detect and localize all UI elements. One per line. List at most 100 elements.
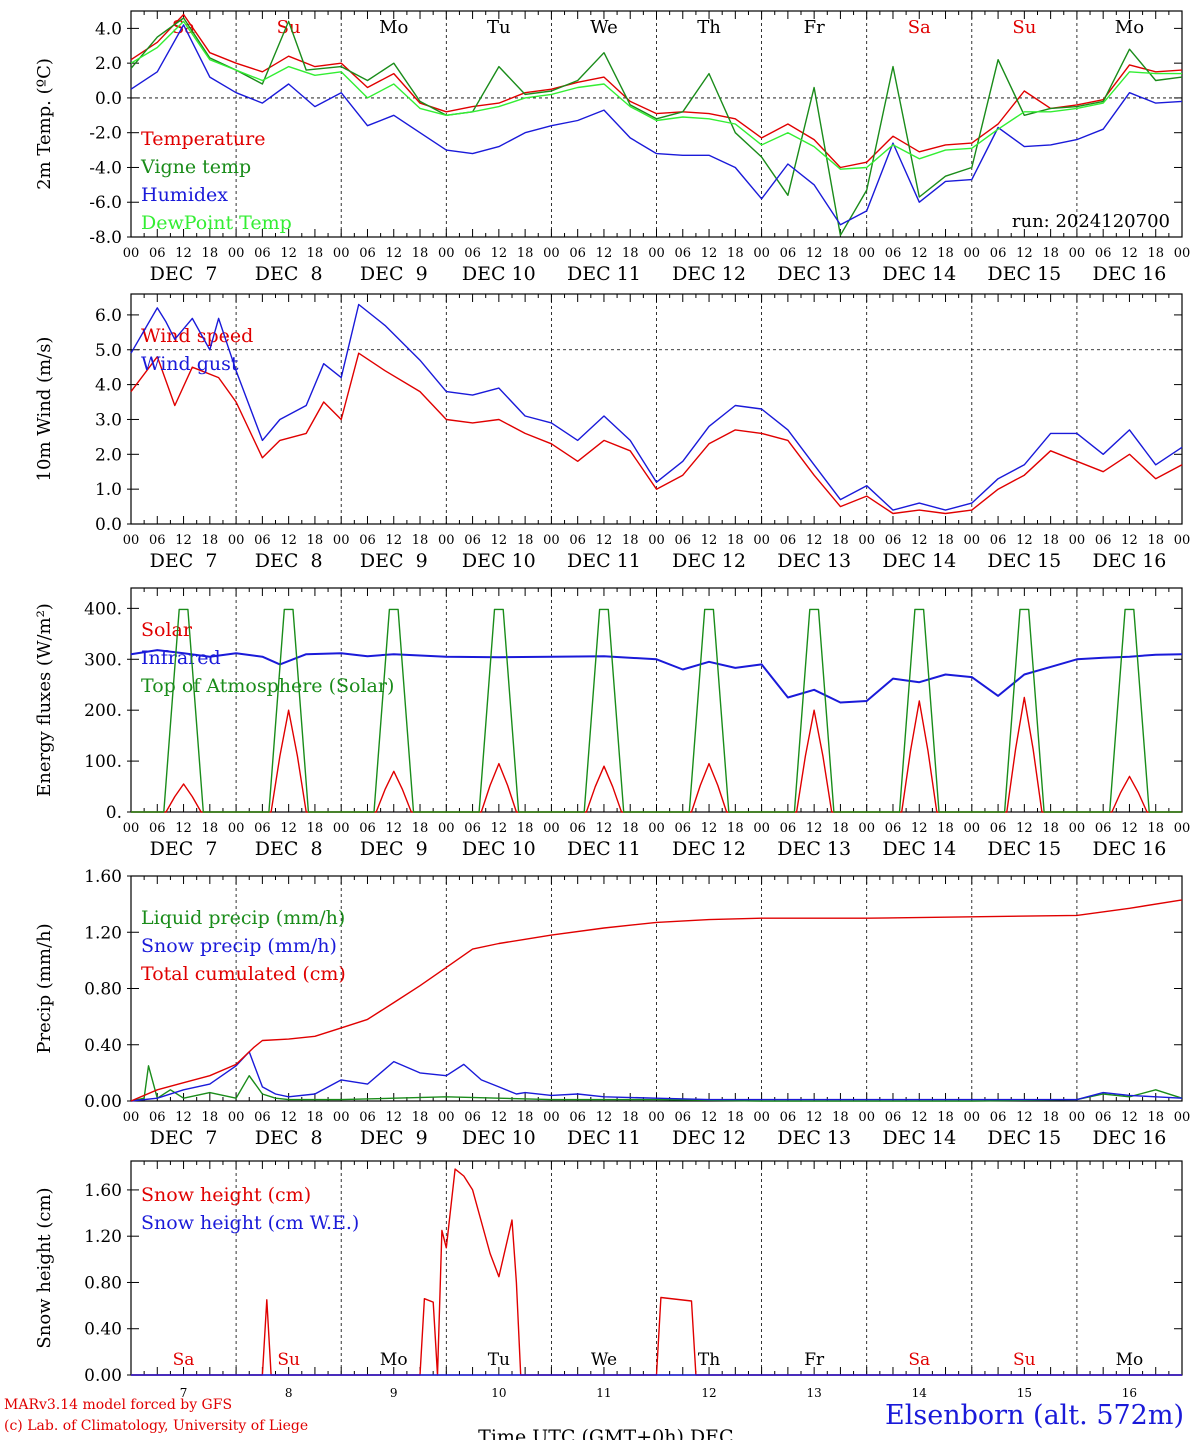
- x-axis-label: Time UTC (GMT+0h) DEC: [454, 1404, 734, 1440]
- precip-hour-tick-label: 06: [254, 1110, 271, 1125]
- precip-hour-tick-label: 18: [937, 1110, 954, 1125]
- snow-day-number: 15: [1017, 1386, 1032, 1400]
- energy-day-label: DEC 12: [672, 838, 746, 860]
- wind-hour-tick-label: 06: [359, 533, 376, 548]
- precip-hour-tick-label: 06: [1095, 1110, 1112, 1125]
- x-axis-unit: DEC: [689, 1426, 734, 1440]
- snow-day-number: 10: [491, 1386, 506, 1400]
- wind-hour-tick-label: 06: [885, 533, 902, 548]
- wind-hour-tick-label: 18: [727, 533, 744, 548]
- temp-weekday-label: Tu: [487, 17, 511, 38]
- temp-hour-tick-label: 00: [964, 246, 981, 261]
- wind-series-wind-gust: [130, 303, 1183, 511]
- energy-hour-tick-label: 12: [1121, 821, 1138, 836]
- precip-day-label: DEC 9: [360, 1127, 428, 1149]
- snow-day-number: 9: [390, 1386, 398, 1400]
- temp-hour-tick-label: 06: [990, 246, 1007, 261]
- energy-hour-tick-label: 18: [727, 821, 744, 836]
- temp-y-tick-label: 2.0: [95, 54, 122, 74]
- energy-hour-tick-label: 06: [885, 821, 902, 836]
- temp-hour-tick-label: 00: [753, 246, 770, 261]
- temp-day-label: DEC 16: [1093, 263, 1167, 285]
- energy-legend-entry: Solar: [141, 619, 193, 641]
- energy-hour-tick-label: 00: [753, 821, 770, 836]
- precip-hour-tick-label: 12: [175, 1110, 192, 1125]
- precip-hour-tick-label: 00: [228, 1110, 245, 1125]
- energy-hour-tick-label: 18: [412, 821, 429, 836]
- precip-hour-tick-label: 12: [280, 1110, 297, 1125]
- precip-hour-tick-label: 06: [464, 1110, 481, 1125]
- precip-hour-tick-label: 12: [385, 1110, 402, 1125]
- temp-hour-tick-label: 12: [280, 246, 297, 261]
- precip-y-tick-label: 1.60: [84, 867, 122, 887]
- energy-hour-tick-label: 12: [911, 821, 928, 836]
- snow-weekday-label: Su: [1013, 1350, 1036, 1370]
- wind-legend-entry: Wind gust: [141, 353, 239, 375]
- precip-hour-tick-label: 18: [202, 1110, 219, 1125]
- temp-legend-entry: DewPoint Temp: [141, 212, 292, 234]
- snow-legend-entry: Snow height (cm W.E.): [141, 1212, 359, 1234]
- snow-y-tick-label: 1.60: [84, 1181, 122, 1201]
- temp-hour-tick-label: 12: [911, 246, 928, 261]
- temp-hour-tick-label: 06: [359, 246, 376, 261]
- temp-hour-tick-label: 06: [464, 246, 481, 261]
- temp-hour-tick-label: 00: [1174, 246, 1191, 261]
- temp-day-label: DEC 7: [150, 263, 218, 285]
- energy-hour-tick-label: 12: [701, 821, 718, 836]
- snow-day-number: 7: [180, 1386, 188, 1400]
- temp-hour-tick-label: 00: [543, 246, 560, 261]
- temp-hour-tick-label: 06: [885, 246, 902, 261]
- temp-hour-tick-label: 12: [1016, 246, 1033, 261]
- wind-y-tick-label: 1.0: [95, 480, 122, 500]
- wind-y-tick-label: 4.0: [95, 376, 122, 396]
- wind-hour-tick-label: 00: [228, 533, 245, 548]
- snow-weekday-label: Su: [277, 1350, 300, 1370]
- precip-day-label: DEC 14: [882, 1127, 956, 1149]
- energy-hour-tick-label: 12: [385, 821, 402, 836]
- precip-series-snow-precip-mm-h-: [130, 1051, 1183, 1102]
- temp-hour-tick-label: 18: [307, 246, 324, 261]
- precip-day-label: DEC 7: [150, 1127, 218, 1149]
- energy-day-label: DEC 14: [882, 838, 956, 860]
- precip-hour-tick-label: 06: [885, 1110, 902, 1125]
- wind-hour-tick-label: 00: [858, 533, 875, 548]
- wind-hour-tick-label: 00: [964, 533, 981, 548]
- snow-y-tick-label: 0.80: [84, 1273, 122, 1293]
- wind-y-tick-label: 3.0: [95, 410, 122, 430]
- wind-hour-tick-label: 18: [1042, 533, 1059, 548]
- wind-hour-tick-label: 06: [780, 533, 797, 548]
- temp-hour-tick-label: 12: [491, 246, 508, 261]
- wind-day-label: DEC 11: [567, 550, 641, 572]
- wind-hour-tick-label: 06: [569, 533, 586, 548]
- energy-hour-tick-label: 00: [123, 821, 140, 836]
- precip-hour-tick-label: 18: [307, 1110, 324, 1125]
- energy-hour-tick-label: 18: [832, 821, 849, 836]
- energy-hour-tick-label: 06: [254, 821, 271, 836]
- energy-hour-tick-label: 18: [202, 821, 219, 836]
- wind-hour-tick-label: 00: [438, 533, 455, 548]
- temp-y-tick-label: -8.0: [89, 228, 122, 248]
- temp-day-label: DEC 14: [882, 263, 956, 285]
- wind-y-tick-label: 6.0: [95, 306, 122, 326]
- temp-day-label: DEC 8: [255, 263, 323, 285]
- wind-hour-tick-label: 18: [1147, 533, 1164, 548]
- precip-y-tick-label: 0.00: [84, 1092, 122, 1112]
- energy-hour-tick-label: 18: [1147, 821, 1164, 836]
- energy-hour-tick-label: 00: [1174, 821, 1191, 836]
- precip-hour-tick-label: 12: [491, 1110, 508, 1125]
- wind-day-label: DEC 9: [360, 550, 428, 572]
- energy-hour-tick-label: 06: [569, 821, 586, 836]
- temp-legend-entry: Temperature: [141, 128, 265, 150]
- precip-series-total-cumulated-cm-: [130, 899, 1183, 1102]
- precip-day-label: DEC 12: [672, 1127, 746, 1149]
- temp-hour-tick-label: 12: [385, 246, 402, 261]
- energy-hour-tick-label: 12: [491, 821, 508, 836]
- temp-hour-tick-label: 12: [175, 246, 192, 261]
- temp-day-label: DEC 10: [462, 263, 536, 285]
- precip-hour-tick-label: 12: [911, 1110, 928, 1125]
- precip-hour-tick-label: 00: [964, 1110, 981, 1125]
- credit-line-1: MARv3.14 model forced by GFS: [4, 1397, 233, 1413]
- energy-hour-tick-label: 06: [780, 821, 797, 836]
